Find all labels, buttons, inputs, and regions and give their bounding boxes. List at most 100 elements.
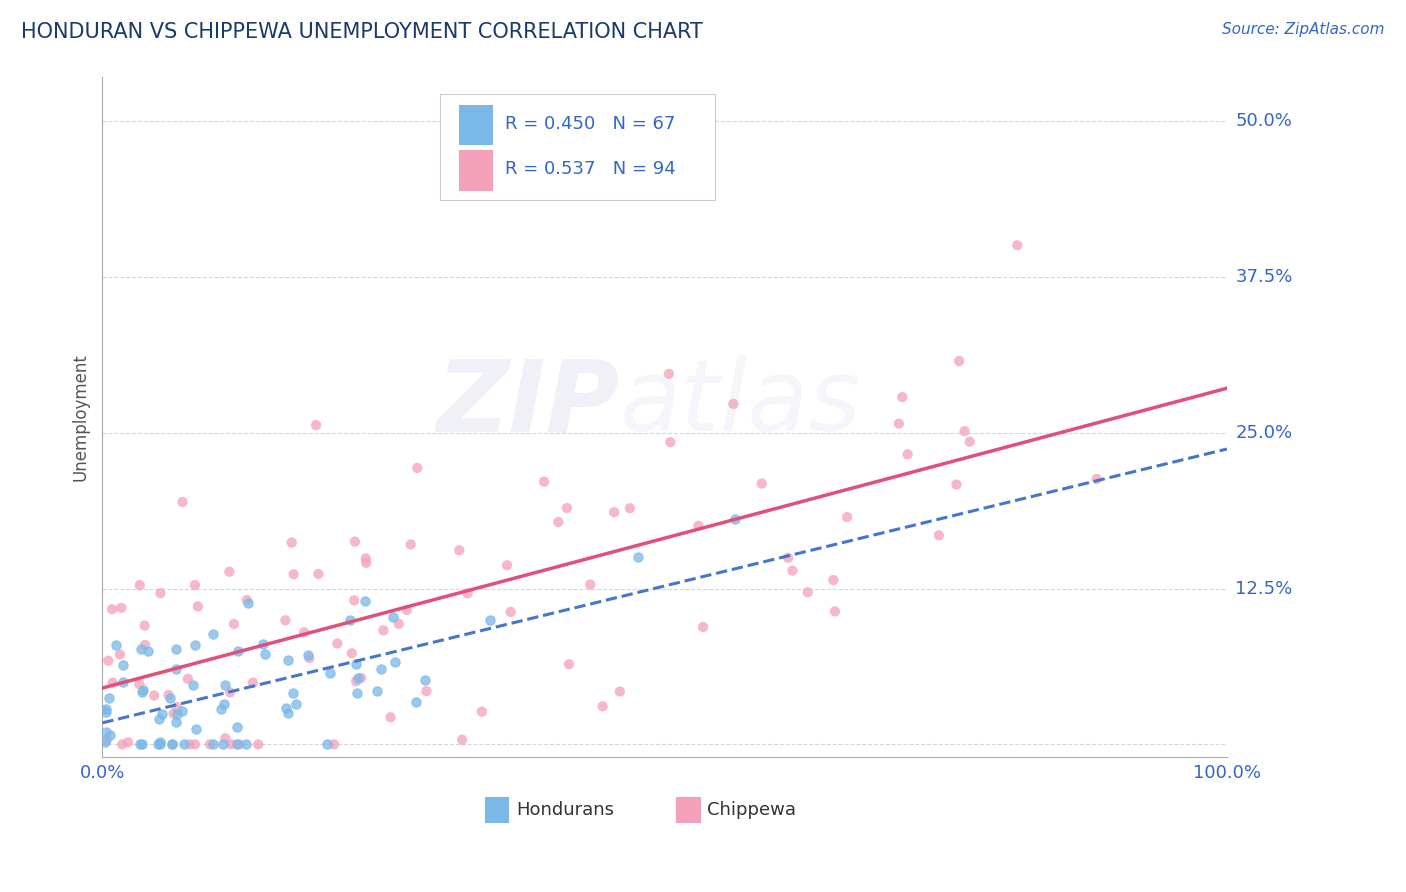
Point bbox=[253, 647, 276, 661]
Y-axis label: Unemployment: Unemployment bbox=[72, 353, 89, 481]
Point bbox=[91, 703, 114, 717]
Text: R = 0.537   N = 94: R = 0.537 N = 94 bbox=[505, 161, 676, 178]
FancyBboxPatch shape bbox=[440, 95, 716, 200]
Bar bbox=[458, 150, 492, 191]
Point bbox=[128, 738, 150, 752]
Point bbox=[354, 556, 377, 570]
Point bbox=[131, 738, 153, 752]
Point bbox=[252, 637, 274, 651]
Point bbox=[415, 673, 437, 687]
Point bbox=[221, 738, 243, 752]
Point bbox=[659, 435, 682, 450]
Point bbox=[406, 461, 429, 475]
Point bbox=[181, 678, 204, 692]
Point bbox=[603, 505, 626, 519]
Point bbox=[129, 642, 152, 657]
Point bbox=[214, 698, 236, 712]
Point bbox=[235, 738, 257, 752]
Point bbox=[751, 476, 773, 491]
Point bbox=[384, 655, 406, 669]
Point bbox=[1085, 472, 1108, 486]
Point bbox=[547, 515, 569, 529]
Text: 12.5%: 12.5% bbox=[1236, 580, 1292, 598]
Point bbox=[344, 657, 367, 672]
Point bbox=[111, 674, 134, 689]
Point bbox=[94, 725, 117, 739]
Point bbox=[218, 565, 240, 579]
Point bbox=[134, 618, 156, 632]
Point bbox=[111, 738, 134, 752]
Point bbox=[953, 424, 976, 438]
Point bbox=[228, 738, 250, 752]
Point bbox=[179, 738, 201, 752]
Point bbox=[382, 610, 405, 624]
Point bbox=[457, 586, 479, 600]
Point bbox=[128, 677, 150, 691]
Point bbox=[104, 638, 127, 652]
Point bbox=[354, 594, 377, 608]
Point bbox=[366, 684, 388, 698]
Point bbox=[173, 738, 195, 752]
Point bbox=[343, 593, 366, 607]
Point bbox=[198, 738, 221, 752]
Point bbox=[165, 662, 187, 676]
Point bbox=[723, 397, 745, 411]
Point bbox=[219, 685, 242, 699]
Point bbox=[283, 567, 305, 582]
Point bbox=[136, 644, 159, 658]
Point bbox=[555, 501, 578, 516]
Point bbox=[162, 738, 184, 752]
Point bbox=[150, 706, 173, 721]
Point bbox=[496, 558, 519, 573]
Point bbox=[149, 735, 172, 749]
Point bbox=[297, 648, 319, 662]
Bar bbox=[485, 797, 509, 822]
Point bbox=[658, 367, 681, 381]
Point bbox=[202, 738, 225, 752]
Point bbox=[558, 657, 581, 672]
Point bbox=[592, 699, 614, 714]
Point bbox=[143, 689, 166, 703]
Point bbox=[344, 674, 367, 689]
Point bbox=[835, 510, 858, 524]
Point bbox=[117, 735, 139, 749]
Point bbox=[149, 586, 172, 600]
Point bbox=[323, 738, 346, 752]
Point bbox=[823, 573, 845, 587]
Point bbox=[405, 695, 427, 709]
Point bbox=[277, 653, 299, 667]
Point bbox=[627, 550, 650, 565]
Point bbox=[948, 354, 970, 368]
Point bbox=[724, 512, 747, 526]
Point bbox=[347, 671, 370, 685]
Point bbox=[236, 593, 259, 607]
Point bbox=[619, 501, 641, 516]
Point bbox=[959, 434, 981, 449]
Point bbox=[242, 675, 264, 690]
Point bbox=[471, 705, 494, 719]
Point bbox=[280, 535, 302, 549]
Point bbox=[609, 684, 631, 698]
Point bbox=[797, 585, 820, 599]
Point bbox=[339, 613, 361, 627]
Point bbox=[110, 601, 132, 615]
Text: R = 0.450   N = 67: R = 0.450 N = 67 bbox=[505, 115, 675, 133]
Point bbox=[292, 625, 315, 640]
Point bbox=[226, 738, 249, 752]
Point bbox=[343, 534, 366, 549]
Point bbox=[131, 684, 153, 698]
Point bbox=[98, 728, 121, 742]
Point bbox=[247, 738, 270, 752]
Point bbox=[891, 390, 914, 404]
Point bbox=[340, 646, 363, 660]
Point bbox=[94, 702, 117, 716]
Point bbox=[165, 714, 187, 729]
Point bbox=[346, 686, 368, 700]
Point bbox=[380, 710, 402, 724]
Point bbox=[134, 638, 156, 652]
Point bbox=[108, 648, 131, 662]
Text: HONDURAN VS CHIPPEWA UNEMPLOYMENT CORRELATION CHART: HONDURAN VS CHIPPEWA UNEMPLOYMENT CORREL… bbox=[21, 22, 703, 42]
Point bbox=[162, 706, 184, 721]
Point bbox=[897, 447, 920, 461]
Point bbox=[479, 613, 502, 627]
